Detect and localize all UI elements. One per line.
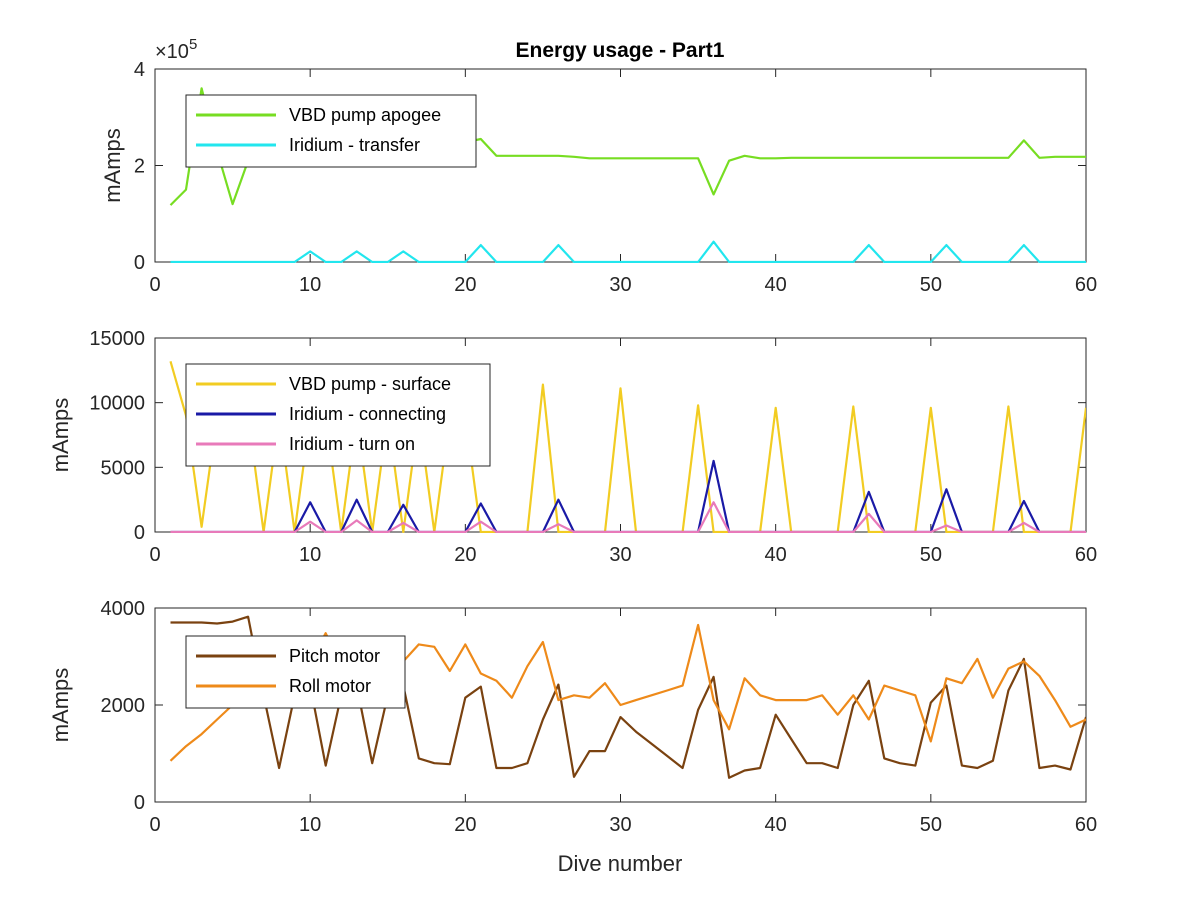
x-tick-label: 20	[454, 274, 476, 296]
series-line-iridium-transfer	[170, 240, 1086, 263]
legend-entry: Roll motor	[289, 676, 371, 696]
x-tick-label: 10	[299, 814, 321, 836]
x-tick-label: 10	[299, 544, 321, 566]
x-tick-label: 20	[454, 814, 476, 836]
x-tick-label: 20	[454, 544, 476, 566]
x-tick-label: 60	[1075, 814, 1097, 836]
x-tick-label: 50	[920, 544, 942, 566]
y-tick-label: 4000	[101, 598, 146, 620]
subplot-3: 0 10 20 30 40 50 60 0 2000 4000 mAmps Pitch motor Ro…	[48, 598, 1097, 836]
legend: Pitch motor Roll motor	[185, 635, 406, 709]
legend-entry: Pitch motor	[289, 646, 380, 666]
series-line-pitch-motor	[170, 615, 1086, 779]
x-tick-label: 0	[149, 544, 160, 566]
x-tick-label: 60	[1075, 274, 1097, 296]
x-tick-label: 10	[299, 274, 321, 296]
x-tick-label: 40	[765, 274, 787, 296]
legend-entry: Iridium - transfer	[289, 135, 420, 155]
x-tick-label: 40	[765, 544, 787, 566]
legend-entry: Iridium - connecting	[289, 404, 446, 424]
legend: VBD pump apogee Iridium - transfer	[185, 94, 477, 168]
y-tick-label: 2	[134, 156, 145, 178]
y-tick-label: 0	[134, 252, 145, 274]
x-tick-label: 40	[765, 814, 787, 836]
chart-title: Energy usage - Part1	[516, 39, 725, 62]
x-tick-label: 60	[1075, 544, 1097, 566]
x-tick-label: 50	[920, 274, 942, 296]
legend-box	[185, 94, 477, 168]
y-exponent-label: ×105	[155, 36, 197, 63]
y-tick-label: 0	[134, 792, 145, 814]
y-axis-label: mAmps	[48, 398, 73, 473]
y-axis-label: mAmps	[100, 128, 125, 203]
subplot-1: 0 10 20 30 40 50 60 0 2 4 ×105 mAmps VBD pump apogee…	[100, 36, 1097, 296]
y-tick-label: 4	[134, 59, 145, 81]
x-tick-label: 30	[609, 274, 631, 296]
y-tick-label: 2000	[101, 695, 146, 717]
x-tick-label: 0	[149, 814, 160, 836]
y-tick-label: 10000	[89, 393, 145, 415]
y-axis-label: mAmps	[48, 668, 73, 743]
x-tick-label: 0	[149, 274, 160, 296]
y-tick-label: 15000	[89, 328, 145, 350]
legend-box	[185, 635, 406, 709]
x-tick-label: 30	[609, 544, 631, 566]
legend: VBD pump - surface Iridium - connecting Ir…	[185, 363, 491, 467]
x-tick-label: 30	[609, 814, 631, 836]
legend-entry: VBD pump - surface	[289, 374, 451, 394]
x-axis-label: Dive number	[558, 851, 683, 876]
subplot-2: 0 10 20 30 40 50 60 0 5000 10000 15000 mAmps VBD pum…	[48, 328, 1097, 566]
y-tick-label: 0	[134, 522, 145, 544]
legend-entry: Iridium - turn on	[289, 434, 415, 454]
legend-entry: VBD pump apogee	[289, 105, 441, 125]
y-exponent-power: 5	[189, 36, 197, 53]
y-tick-label: 5000	[101, 457, 146, 479]
x-tick-label: 50	[920, 814, 942, 836]
series-line-iridium-turn-on	[170, 501, 1086, 533]
